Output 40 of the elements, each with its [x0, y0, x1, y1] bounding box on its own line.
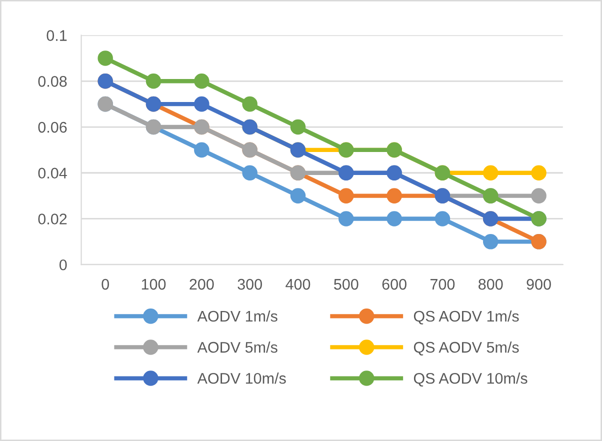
point: [434, 211, 450, 226]
y-tick-label: 0.02: [38, 214, 67, 224]
point: [290, 119, 306, 135]
point: [482, 234, 498, 250]
x-tick-label: 0: [102, 278, 109, 290]
point: [290, 188, 306, 204]
x-tick-label: 800: [478, 278, 503, 290]
x-tick-label: 200: [190, 278, 214, 290]
point: [194, 74, 210, 89]
y-tick-label: 0.1: [46, 30, 67, 41]
point: [194, 142, 210, 158]
x-tick-label: 600: [382, 278, 406, 290]
point: [242, 165, 258, 181]
y-tick-label: 0.04: [38, 168, 67, 179]
point: [338, 188, 354, 204]
x-tick-label: 900: [526, 278, 551, 290]
point: [482, 165, 498, 181]
legend-label: AODV 10m/s: [197, 372, 286, 384]
legend-label: AODV 5m/s: [197, 342, 278, 353]
point: [338, 211, 354, 226]
point: [194, 96, 210, 112]
y-tick-label: 0.06: [38, 122, 67, 133]
legend-label: QS AODV 1m/s: [414, 310, 519, 324]
x-tick-label: 100: [142, 278, 166, 290]
legend-label: QS AODV 5m/s: [414, 342, 519, 356]
legend-label: AODV 1m/s: [197, 310, 278, 322]
y-tick-label: 0.08: [38, 76, 67, 87]
point: [531, 165, 546, 181]
y-tick-label: 0: [59, 259, 67, 270]
point: [386, 211, 402, 226]
point: [98, 50, 113, 66]
point: [242, 96, 258, 112]
point: [531, 188, 546, 204]
x-tick-label: 700: [430, 278, 455, 290]
point: [386, 188, 402, 204]
x-tick-label: 500: [334, 278, 358, 290]
legend-label: QS AODV 10m/s: [414, 372, 528, 387]
point: [146, 74, 162, 89]
x-tick-label: 400: [286, 278, 310, 290]
x-tick-label: 300: [238, 278, 262, 290]
